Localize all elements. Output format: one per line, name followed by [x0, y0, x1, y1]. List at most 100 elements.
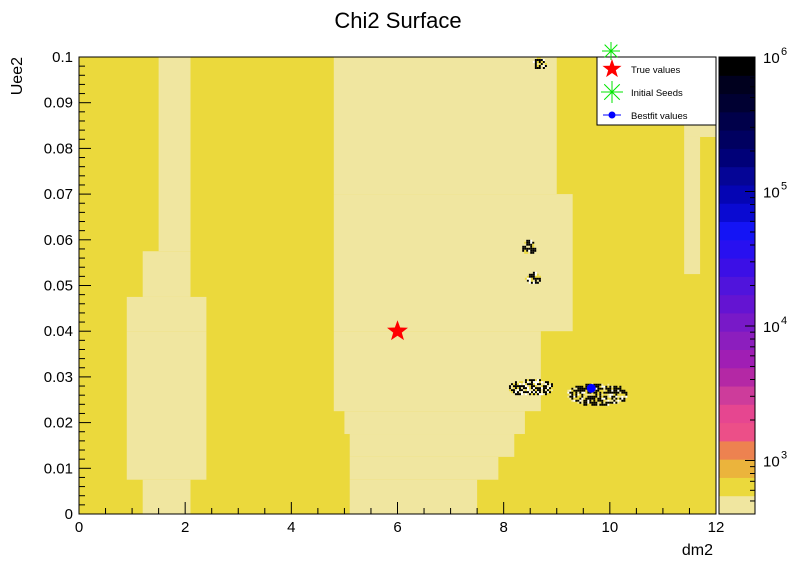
noise-pixel — [583, 399, 586, 402]
noise-pixel — [522, 391, 525, 394]
noise-pixel — [526, 379, 529, 382]
noise-pixel — [581, 395, 584, 398]
noise-pixel — [593, 383, 596, 386]
noise-pixel — [595, 401, 598, 404]
noise-pixel — [530, 251, 533, 254]
noise-pixel — [607, 385, 610, 388]
noise-pixel — [538, 393, 541, 396]
noise-pixel — [544, 385, 547, 388]
noise-pixel — [615, 389, 618, 392]
noise-pixel — [516, 391, 519, 394]
color-scale-band — [719, 258, 755, 277]
noise-pixel — [528, 389, 531, 392]
tick-exponent: 6 — [781, 46, 787, 58]
noise-pixel — [601, 397, 604, 400]
noise-pixel — [579, 399, 582, 402]
noise-pixel — [613, 395, 616, 398]
y-tick-label: 0.05 — [44, 278, 73, 295]
noise-pixel — [613, 391, 616, 394]
noise-pixel — [542, 385, 545, 388]
noise-pixel — [573, 393, 576, 396]
noise-pixel — [603, 403, 606, 406]
noise-pixel — [530, 273, 533, 276]
noise-pixel — [510, 387, 513, 390]
noise-pixel — [577, 397, 580, 400]
noise-pixel — [526, 385, 529, 388]
tick-base: 10 — [763, 50, 780, 67]
noise-pixel — [605, 395, 608, 398]
noise-pixel — [575, 395, 578, 398]
color-scale-band — [719, 111, 755, 131]
noise-pixel — [522, 249, 525, 252]
noise-pixel — [589, 401, 592, 404]
noise-pixel — [526, 241, 529, 244]
noise-pixel — [546, 385, 549, 388]
noise-pixel — [597, 403, 600, 406]
noise-pixel — [532, 277, 535, 280]
noise-pixel — [540, 65, 543, 67]
color-scale-band — [719, 75, 755, 95]
noise-pixel — [587, 383, 590, 386]
color-scale-tick-label: 10 5 — [763, 180, 787, 201]
noise-pixel — [544, 389, 547, 392]
tick-exponent: 5 — [781, 180, 787, 192]
noise-pixel — [534, 281, 537, 284]
noise-pixel — [536, 379, 539, 382]
noise-pixel — [607, 383, 610, 386]
noise-pixel — [532, 241, 535, 244]
y-tick-label: 0.04 — [44, 323, 73, 340]
noise-pixel — [536, 387, 539, 390]
noise-pixel — [621, 391, 624, 394]
noise-pixel — [518, 385, 521, 388]
noise-pixel — [528, 383, 531, 386]
noise-pixel — [534, 245, 537, 248]
noise-pixel — [548, 383, 551, 386]
noise-pixel — [530, 249, 533, 252]
noise-pixel — [534, 243, 537, 246]
noise-pixel — [597, 389, 600, 392]
color-scale-band — [719, 184, 755, 204]
noise-pixel — [538, 59, 541, 61]
color-scale-band — [719, 367, 755, 387]
noise-pixel — [567, 389, 570, 392]
noise-pixel — [550, 385, 553, 388]
noise-pixel — [567, 391, 570, 394]
noise-pixel — [530, 391, 533, 394]
noise-pixel — [528, 391, 531, 394]
noise-pixel — [619, 391, 622, 394]
noise-pixel — [538, 67, 541, 69]
noise-pixel — [518, 383, 521, 386]
noise-pixel — [532, 387, 535, 390]
noise-pixel — [605, 397, 608, 400]
noise-pixel — [599, 387, 602, 390]
noise-pixel — [548, 385, 551, 388]
legend-star-icon — [602, 59, 622, 78]
noise-pixel — [571, 389, 574, 392]
heatmap-noise-cluster — [524, 271, 541, 284]
noise-pixel — [530, 385, 533, 388]
noise-pixel — [577, 389, 580, 392]
noise-pixel — [512, 383, 515, 386]
noise-pixel — [571, 399, 574, 402]
noise-pixel — [619, 389, 622, 392]
noise-pixel — [623, 397, 626, 400]
noise-pixel — [532, 61, 535, 63]
heatmap-plot-area — [79, 57, 716, 514]
noise-pixel — [510, 385, 513, 388]
noise-pixel — [532, 273, 535, 276]
noise-pixel — [528, 385, 531, 388]
noise-pixel — [526, 249, 529, 252]
noise-pixel — [585, 391, 588, 394]
noise-pixel — [577, 395, 580, 398]
noise-pixel — [540, 59, 543, 61]
noise-pixel — [532, 271, 535, 274]
noise-pixel — [609, 389, 612, 392]
noise-pixel — [542, 383, 545, 386]
noise-pixel — [510, 391, 513, 394]
noise-pixel — [544, 61, 547, 63]
noise-pixel — [599, 391, 602, 394]
noise-pixel — [522, 381, 525, 384]
noise-pixel — [571, 387, 574, 390]
noise-pixel — [623, 393, 626, 396]
